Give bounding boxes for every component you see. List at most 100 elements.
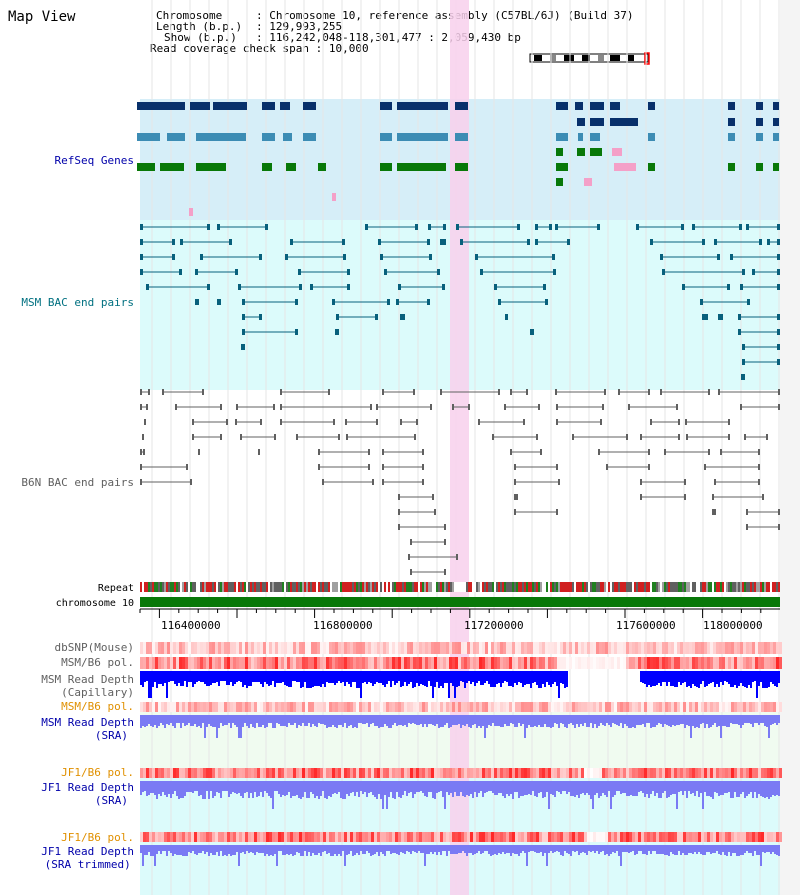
- track-label-repeat[interactable]: Repeat: [97, 583, 134, 594]
- dbsnp-cell: [323, 642, 326, 654]
- track-label-msm-pol[interactable]: MSM/B6 pol.: [61, 656, 134, 669]
- bac-end-marker: [376, 419, 378, 425]
- jf1-trimmed-depth-bar: [346, 845, 348, 855]
- dbsnp-cell: [608, 642, 611, 654]
- jf1-sra-depth-bar: [370, 781, 372, 792]
- jf1-sra-depth-bar: [268, 781, 270, 796]
- jf1-sra-depth-bar: [308, 781, 310, 798]
- jf1-pol-cell: [644, 768, 647, 778]
- jf1-trimmed-depth-bar: [544, 845, 546, 853]
- jf1-sra-depth-bar: [174, 781, 176, 791]
- jf1-trimmed-depth-bar: [778, 845, 780, 856]
- msm-capillary-depth-bar: [336, 671, 338, 683]
- msm-capillary-depth-bar: [690, 671, 692, 688]
- msm-sra-depth-bar: [394, 715, 396, 723]
- jf1-pol-cell: [563, 768, 566, 778]
- msm-sra-depth-bar: [670, 715, 672, 727]
- jf1-pol-cell: [527, 768, 530, 778]
- msm-sra-depth-bar: [714, 715, 716, 723]
- track-label-b6n-bac[interactable]: B6N BAC end pairs: [21, 476, 134, 489]
- jf1-pol-trim-cell: [476, 832, 479, 842]
- msm-sra-depth-bar: [244, 715, 246, 723]
- jf1-sra-depth-bar: [322, 781, 324, 791]
- msm-capillary-depth-bar: [152, 671, 154, 687]
- msm-sra-depth-bar: [764, 715, 766, 726]
- msm-pol-sra-cell: [710, 702, 713, 712]
- repeat-block: [770, 582, 772, 592]
- dbsnp-cell: [767, 642, 770, 654]
- msm-pol-sra-cell: [167, 702, 170, 712]
- msm-sra-depth-bar: [196, 715, 198, 727]
- dbsnp-cell: [698, 642, 701, 654]
- msm-pol-cell: [611, 657, 614, 669]
- jf1-pol-trim-cell: [257, 832, 260, 842]
- track-label-chromosome[interactable]: chromosome 10: [55, 598, 134, 609]
- msm-sra-depth-bar: [318, 715, 320, 723]
- bac-end-marker: [290, 239, 293, 245]
- jf1-sra-depth-bar: [638, 781, 640, 792]
- repeat-block: [338, 582, 340, 592]
- bac-end-marker: [648, 389, 650, 395]
- msm-sra-depth-bar: [364, 715, 366, 724]
- track-label-msm-pol-sra[interactable]: MSM/B6 pol.: [61, 700, 134, 713]
- dbsnp-cell: [626, 642, 629, 654]
- repeat-block: [658, 582, 660, 592]
- track-label-jf1-pol-trimmed[interactable]: JF1/B6 pol.: [61, 831, 134, 844]
- dbsnp-cell: [461, 642, 464, 654]
- jf1-pol-cell: [152, 768, 155, 778]
- track-label-msm-bac[interactable]: MSM BAC end pairs: [21, 296, 134, 309]
- gene-exon: [728, 133, 735, 141]
- jf1-pol-cell: [545, 768, 548, 778]
- msm-capillary-depth-bar: [438, 671, 440, 688]
- jf1-trimmed-depth-bar: [518, 845, 520, 856]
- msm-pol-cell: [398, 657, 401, 669]
- jf1-trimmed-depth-bar: [398, 845, 400, 855]
- jf1-pol-trim-cell: [434, 832, 437, 842]
- repeat-block: [172, 582, 174, 592]
- msm-sra-depth-bar: [484, 715, 486, 738]
- msm-sra-depth-bar: [704, 715, 706, 728]
- jf1-pol-trim-cell: [584, 832, 587, 842]
- track-label-refseq[interactable]: RefSeq Genes: [54, 154, 134, 167]
- bac-end-marker: [720, 449, 722, 455]
- jf1-pol-trim-cell: [713, 832, 716, 842]
- repeat-block: [246, 582, 248, 592]
- track-label-jf1-sra[interactable]: JF1 Read Depth (SRA): [41, 781, 134, 807]
- bac-end-marker: [714, 479, 716, 485]
- track-label-jf1-trimmed[interactable]: JF1 Read Depth (SRA trimmed): [41, 845, 134, 871]
- msm-sra-depth-bar: [386, 715, 388, 726]
- jf1-pol-cell: [659, 768, 662, 778]
- jf1-trimmed-depth-bar: [668, 845, 670, 856]
- track-label-jf1-pol[interactable]: JF1/B6 pol.: [61, 766, 134, 779]
- msm-sra-depth-bar: [558, 715, 560, 728]
- bac-end-marker: [746, 509, 748, 515]
- jf1-pol-cell: [506, 768, 509, 778]
- jf1-sra-depth-bar: [296, 781, 298, 795]
- msm-sra-depth-bar: [332, 715, 334, 725]
- msm-sra-depth-bar: [488, 715, 490, 725]
- jf1-pol-trim-cell: [233, 832, 236, 842]
- msm-sra-depth-bar: [492, 715, 494, 723]
- repeat-block: [776, 582, 778, 592]
- track-label-msm-capillary[interactable]: MSM Read Depth (Capillary): [41, 673, 134, 699]
- repeat-block: [230, 582, 232, 592]
- repeat-block: [144, 582, 146, 592]
- track-label-msm-sra[interactable]: MSM Read Depth (SRA): [41, 716, 134, 742]
- msm-pol-cell: [704, 657, 707, 669]
- repeat-block: [630, 582, 632, 592]
- track-label-dbsnp[interactable]: dbSNP(Mouse): [54, 641, 134, 654]
- bac-end-marker: [777, 314, 780, 320]
- dbsnp-cell: [260, 642, 263, 654]
- msm-pol-sra-cell: [722, 702, 725, 712]
- repeat-block: [624, 582, 626, 592]
- jf1-pol-cell: [176, 768, 179, 778]
- repeat-block: [312, 582, 314, 592]
- jf1-trimmed-depth-bar: [724, 845, 726, 855]
- repeat-block: [450, 582, 452, 592]
- jf1-trimmed-depth-bar: [498, 845, 500, 853]
- jf1-pol-trim-cell: [185, 832, 188, 842]
- repeat-block: [638, 582, 640, 592]
- jf1-pol-cell: [776, 768, 779, 778]
- repeat-block: [150, 582, 152, 592]
